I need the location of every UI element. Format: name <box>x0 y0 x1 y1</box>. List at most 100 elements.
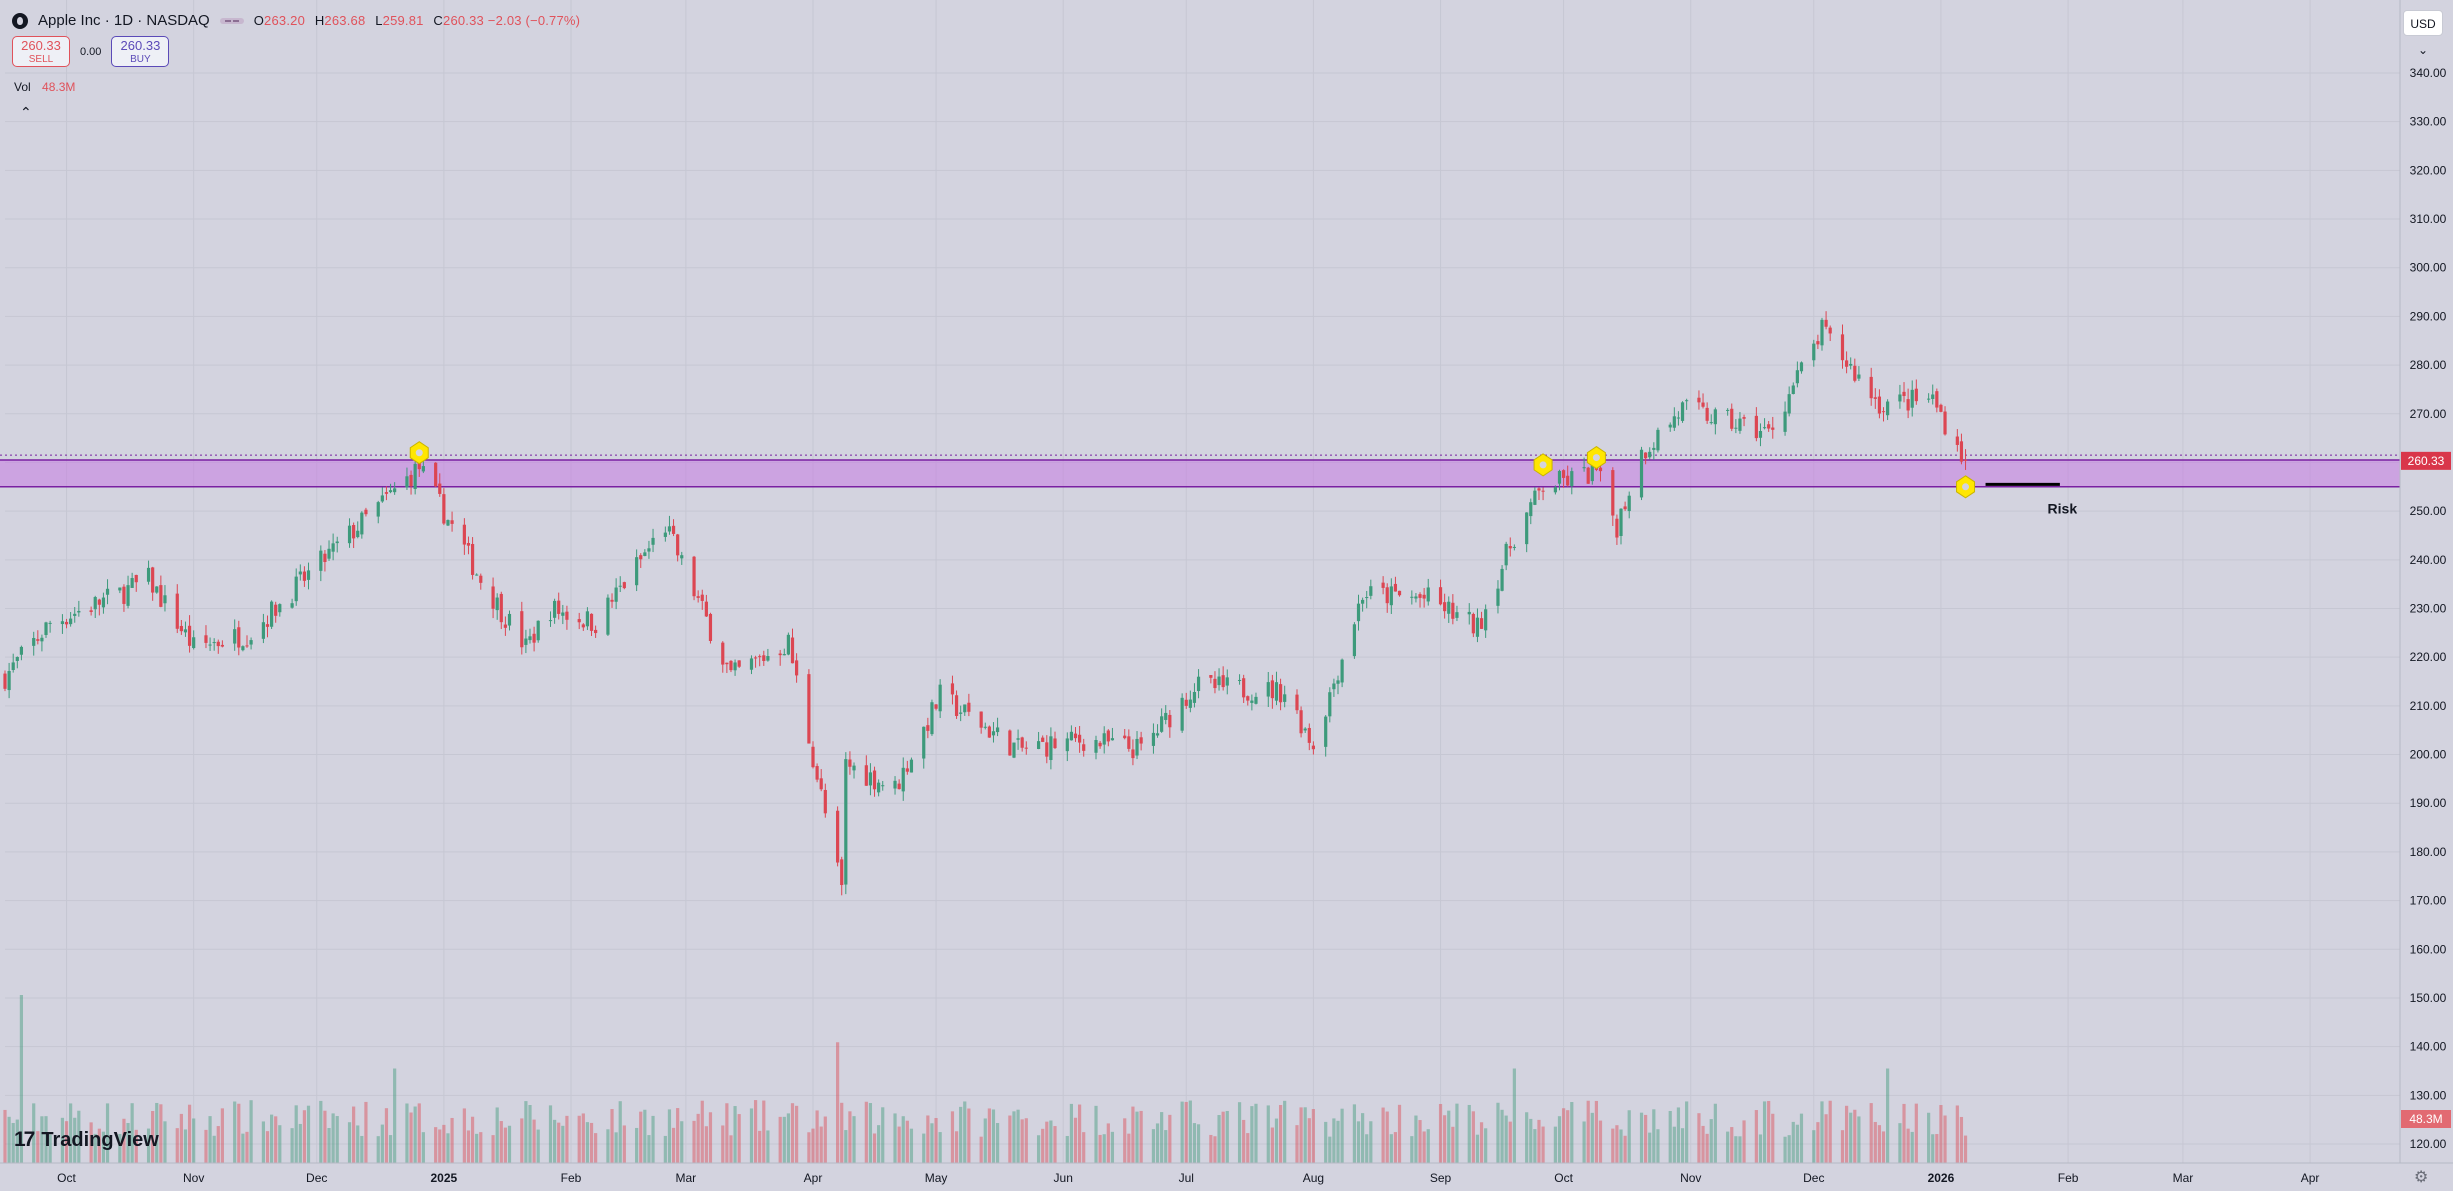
candle-body <box>1541 490 1545 492</box>
candle-body <box>1443 602 1447 612</box>
volume-bar <box>647 1135 651 1163</box>
symbol-legend: Apple Inc · 1D · NASDAQ O263.20 H263.68 … <box>12 12 586 29</box>
candle-body <box>15 656 19 661</box>
volume-bar <box>1475 1134 1480 1163</box>
volume-bar <box>1397 1104 1402 1163</box>
candle-body <box>1959 441 1964 462</box>
volume-bar <box>692 1120 696 1163</box>
volume-bar <box>963 1101 967 1163</box>
volume-bar <box>1082 1132 1086 1163</box>
volume-bar <box>524 1101 528 1163</box>
time-tick-label: May <box>925 1171 948 1185</box>
candle-body <box>1799 362 1804 372</box>
candle-body <box>36 639 40 641</box>
candle-body <box>1467 611 1471 615</box>
candle-body <box>126 585 130 606</box>
volume-bar <box>1726 1131 1730 1163</box>
candle-body <box>1020 737 1024 748</box>
volume-bar <box>639 1111 643 1163</box>
candle-body <box>1180 697 1184 731</box>
candle-body <box>1623 506 1627 510</box>
price-tick-label: 340.00 <box>2410 66 2447 80</box>
volume-bar <box>909 1128 914 1163</box>
candle-body <box>294 576 298 602</box>
candlestick-series <box>3 311 1968 896</box>
symbol-title[interactable]: Apple Inc · 1D · NASDAQ <box>38 12 210 29</box>
collapse-chevron-icon[interactable]: ⌃ <box>20 104 32 120</box>
buy-button[interactable]: 260.33 BUY <box>111 36 170 67</box>
volume-bar <box>101 1131 106 1163</box>
candle-body <box>1225 677 1229 686</box>
candle-body <box>1566 475 1570 486</box>
candle-body <box>585 611 590 627</box>
volume-bar <box>868 1103 873 1163</box>
volume-bar <box>565 1115 569 1163</box>
price-tick-label: 170.00 <box>2410 894 2447 908</box>
candle-body <box>1307 727 1311 743</box>
volume-bar <box>7 1116 11 1163</box>
volume-bar <box>1447 1110 1451 1163</box>
candle-body <box>1131 749 1135 759</box>
candle-body <box>1106 730 1110 742</box>
gear-icon[interactable]: ⚙ <box>2414 1169 2429 1186</box>
volume-bar <box>1795 1124 1799 1163</box>
volume-bar <box>1094 1105 1098 1163</box>
candle-body <box>1931 394 1935 399</box>
volume-bar <box>48 1134 52 1163</box>
volume-bar <box>1844 1105 1849 1163</box>
volume-bar <box>585 1122 590 1163</box>
candle-body <box>1324 716 1328 747</box>
time-axis[interactable]: Oct Nov Dec 2025 Feb Mar Apr May Jun Jul Aug Sep Oct… <box>0 1162 2453 1185</box>
volume-bar <box>901 1116 905 1163</box>
volume-bar <box>36 1131 40 1163</box>
candle-body <box>1361 599 1365 604</box>
volume-bar <box>1414 1115 1418 1163</box>
volume-bar <box>204 1129 208 1163</box>
currency-select[interactable]: USD ⌄ <box>2403 10 2443 57</box>
candle-body <box>1151 732 1156 746</box>
volume-bar <box>1697 1113 1701 1163</box>
candle-body <box>146 567 151 582</box>
volume-bar <box>823 1116 827 1163</box>
candle-body <box>1590 464 1594 482</box>
candle-body <box>1484 609 1488 631</box>
price-axis[interactable]: 340.00 330.00 320.00 310.00 300.00 290.00 280.… <box>2399 0 2451 1163</box>
candle-body <box>1943 411 1947 435</box>
volume-bar <box>1110 1131 1115 1163</box>
volume-bar <box>183 1129 188 1163</box>
risk-label: Risk <box>2048 500 2078 516</box>
volume-bar <box>1644 1114 1648 1163</box>
candle-body <box>930 702 934 735</box>
price-tick-label: 240.00 <box>2410 553 2447 567</box>
price-tick-label: 180.00 <box>2410 845 2447 859</box>
volume-bar <box>864 1101 868 1163</box>
volume-bar <box>319 1100 323 1163</box>
candle-body <box>643 552 647 556</box>
volume-bar <box>1410 1136 1414 1163</box>
volume-bar <box>983 1118 987 1163</box>
candle-body <box>1644 452 1648 459</box>
candle-body <box>376 502 380 517</box>
visibility-eye-icon[interactable] <box>219 17 244 24</box>
candle-body <box>733 662 737 671</box>
candle-body <box>1422 594 1426 599</box>
candle-body <box>77 610 81 613</box>
candle-body <box>1754 415 1758 439</box>
volume-bar <box>163 1121 167 1163</box>
candle-body <box>388 490 393 493</box>
candle-body <box>1705 407 1709 421</box>
volume-bar <box>1787 1135 1791 1163</box>
candle-body <box>553 600 557 618</box>
sell-button[interactable]: 260.33 SELL <box>12 36 70 67</box>
candle-body <box>1213 678 1217 689</box>
volume-bar <box>1553 1126 1557 1163</box>
volume-bar <box>1303 1107 1307 1163</box>
tradingview-logo[interactable]: 17 TradingView <box>14 1128 159 1152</box>
candle-body <box>1881 411 1886 413</box>
candle-body <box>1672 416 1676 428</box>
volume-bar <box>1557 1116 1562 1163</box>
volume-bar <box>778 1116 782 1163</box>
candle-body <box>479 575 483 583</box>
